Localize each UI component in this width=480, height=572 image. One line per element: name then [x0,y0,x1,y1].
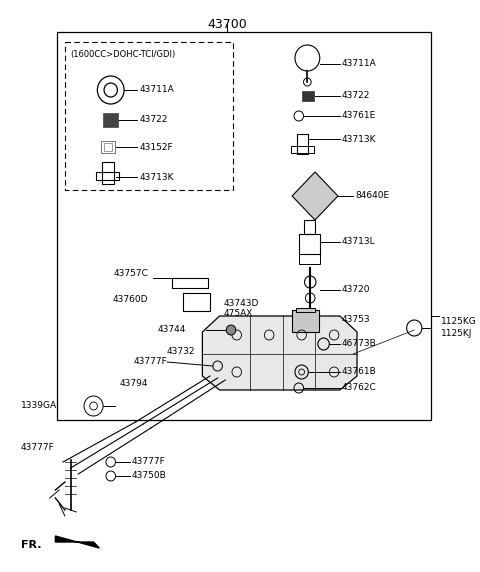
Text: 475AX: 475AX [223,309,253,319]
Polygon shape [55,536,99,548]
Text: 46773B: 46773B [342,340,376,348]
Text: 1125KJ: 1125KJ [441,329,472,339]
Bar [299,254,320,264]
Text: 43720: 43720 [342,285,370,295]
Text: 43777F: 43777F [133,358,167,367]
Text: 43713K: 43713K [139,173,174,181]
Bar [172,278,208,288]
Text: 43757C: 43757C [113,269,148,279]
Polygon shape [292,172,338,220]
Text: 1339GA: 1339GA [21,402,57,411]
Text: (1600CC>DOHC-TCI/GDI): (1600CC>DOHC-TCI/GDI) [71,50,176,58]
Text: 43713L: 43713L [342,237,375,247]
Bar [301,91,314,101]
Polygon shape [203,316,357,390]
Text: 43762C: 43762C [342,383,376,392]
Bar [292,310,319,332]
Text: 43722: 43722 [342,92,370,101]
Text: 43777F: 43777F [132,458,166,467]
Bar [102,162,114,184]
Text: 43713K: 43713K [342,134,376,144]
Text: 43711A: 43711A [139,85,174,94]
Bar [101,141,115,153]
Text: 84640E: 84640E [355,192,389,201]
Text: 43777F: 43777F [21,443,55,452]
Text: 43753: 43753 [342,316,371,324]
Text: 43750B: 43750B [132,471,167,480]
Text: 43152F: 43152F [139,142,173,152]
Bar [296,308,315,312]
Text: 43761B: 43761B [342,367,376,376]
Text: 43732: 43732 [167,348,195,356]
Bar [291,146,314,153]
Text: 43744: 43744 [158,325,186,335]
Text: FR.: FR. [21,540,41,550]
Bar [183,293,210,311]
Text: 43761E: 43761E [342,112,376,121]
Bar [57,32,432,420]
Bar [103,113,119,127]
Bar [303,220,315,234]
Text: 1125KG: 1125KG [441,317,477,327]
Text: 43760D: 43760D [112,296,148,304]
Text: 43711A: 43711A [342,59,376,69]
Text: 43700: 43700 [207,18,247,31]
Circle shape [226,325,236,335]
Bar [299,234,320,254]
Bar [297,134,308,154]
Text: 43722: 43722 [139,116,168,125]
Bar [104,143,112,151]
Text: 43794: 43794 [120,379,148,387]
Text: 43743D: 43743D [223,299,259,308]
Bar [96,172,120,180]
